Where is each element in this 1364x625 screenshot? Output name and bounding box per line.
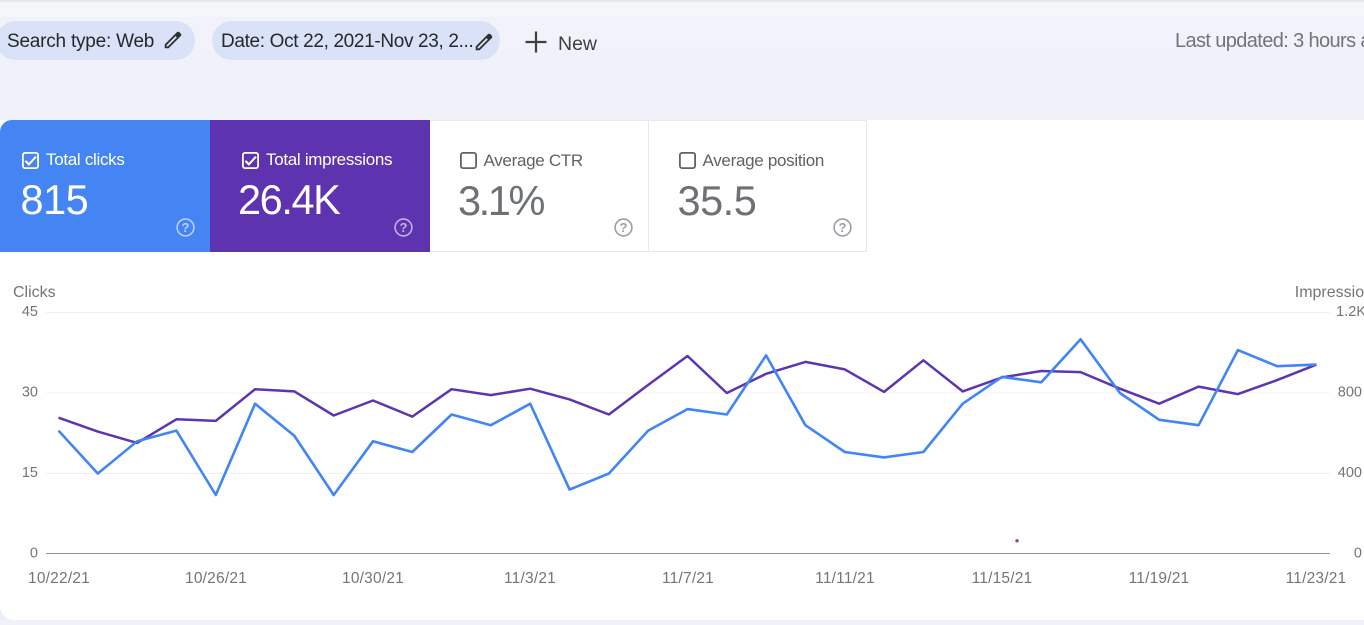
svg-text:11/3/21: 11/3/21 [504, 570, 556, 587]
svg-text:45: 45 [22, 304, 38, 320]
svg-text:1.2K: 1.2K [1336, 304, 1364, 320]
svg-text:?: ? [620, 220, 628, 235]
svg-text:15: 15 [22, 465, 38, 481]
svg-text:0: 0 [1354, 546, 1362, 562]
svg-text:?: ? [839, 220, 847, 235]
svg-text:10/26/21: 10/26/21 [185, 570, 247, 587]
svg-text:800: 800 [1338, 385, 1362, 401]
svg-text:11/11/21: 11/11/21 [815, 570, 875, 587]
svg-text:30: 30 [22, 385, 38, 401]
svg-text:11/23/21: 11/23/21 [1286, 570, 1347, 587]
svg-text:?: ? [182, 220, 190, 235]
svg-text:Impressions: Impressions [1295, 284, 1364, 301]
svg-text:Clicks: Clicks [13, 284, 56, 301]
svg-text:11/19/21: 11/19/21 [1129, 570, 1190, 587]
svg-text:10/22/21: 10/22/21 [28, 570, 90, 587]
svg-text:400: 400 [1338, 465, 1362, 481]
svg-text:11/15/21: 11/15/21 [972, 570, 1033, 587]
svg-text:?: ? [400, 220, 408, 235]
svg-text:11/7/21: 11/7/21 [662, 570, 714, 587]
svg-text:0: 0 [30, 546, 38, 562]
svg-text:10/30/21: 10/30/21 [342, 570, 404, 587]
